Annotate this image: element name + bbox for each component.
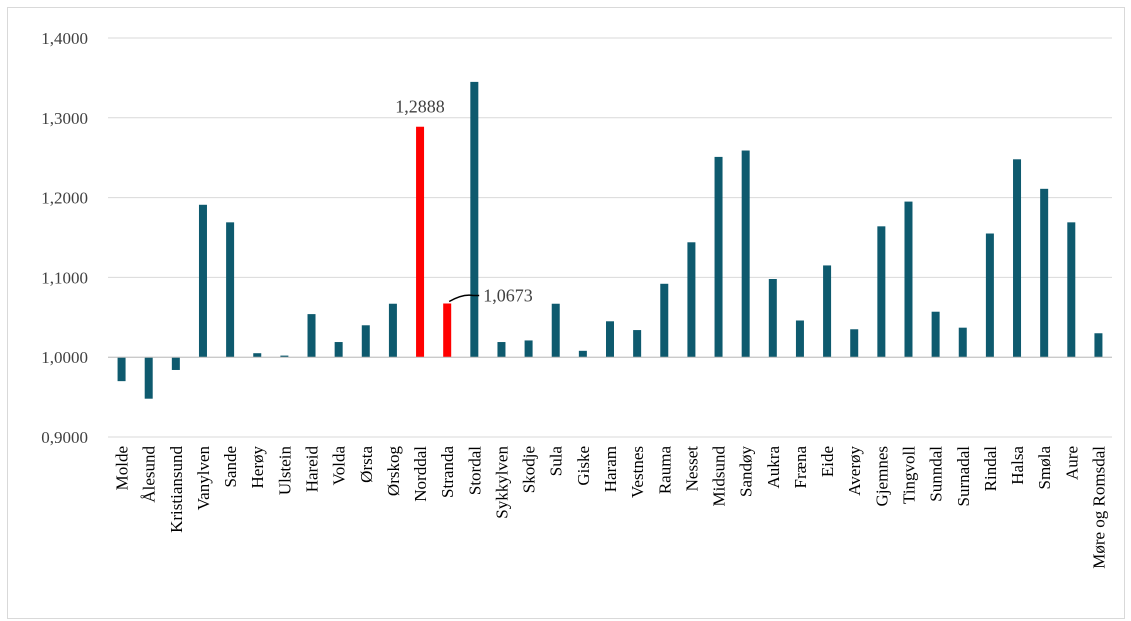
category-label: Averøy [845, 446, 864, 496]
category-label: Stranda [438, 446, 457, 498]
leader-line [448, 294, 480, 303]
bar-averøy [850, 329, 859, 358]
bar-volda [334, 342, 343, 358]
category-label: Norddal [411, 446, 430, 502]
category-label: Gjemnes [872, 446, 891, 506]
data-label: 1,2888 [395, 97, 445, 117]
category-label: Eide [818, 446, 837, 477]
category-label: Fræna [791, 446, 810, 489]
bar-herøy [253, 353, 262, 358]
category-label: Møre og Romsdal [1089, 446, 1108, 569]
bar-sandøy [741, 150, 750, 358]
y-tick-label: 1,1000 [41, 268, 88, 287]
category-label: Vestnes [628, 446, 647, 498]
bar-møre-og-romsdal [1094, 333, 1103, 358]
category-label: Sande [221, 446, 240, 488]
bar-nesset [687, 242, 696, 358]
category-labels: Molde Ålesund Kristiansund Vanylven Sande Her… [113, 446, 1109, 569]
y-tick-label: 1,4000 [41, 29, 88, 48]
y-tick-label: 0,9000 [41, 428, 88, 447]
bar-sykkylven [497, 342, 506, 358]
bar-sande [226, 222, 235, 358]
bar-tingvoll [904, 201, 913, 358]
bar-rindal [985, 233, 994, 358]
category-label: Vanylven [194, 446, 213, 511]
category-label: Molde [113, 446, 132, 490]
category-label: Skodje [520, 446, 539, 493]
category-label: Ørskog [384, 446, 403, 497]
bar-norddal [416, 126, 425, 358]
category-label: Tingvoll [899, 446, 918, 504]
y-tick-label: 1,2000 [41, 189, 88, 208]
bars [117, 81, 1103, 399]
bar-molde [117, 357, 126, 382]
category-label: Sunndal [927, 446, 946, 502]
bar-surnadal [958, 327, 967, 358]
bar-vestnes [633, 330, 642, 358]
category-label: Midsund [710, 446, 729, 507]
category-label: Aure [1062, 446, 1081, 480]
y-tick-label: 1,0000 [41, 348, 88, 367]
bar-vanylven [198, 204, 207, 358]
bar-stranda [443, 303, 452, 358]
bar-sunndal [931, 311, 940, 358]
bar-fræna [795, 320, 804, 358]
bar-aukra [768, 278, 777, 358]
category-label: Sula [547, 446, 566, 477]
bar-kristiansund [171, 357, 180, 370]
category-label: Smøla [1035, 446, 1054, 490]
bar-ulstein [280, 355, 289, 358]
bar-gjemnes [877, 226, 886, 358]
category-label: Halsa [1008, 446, 1027, 485]
bar-smøla [1040, 188, 1049, 358]
bar-sula [551, 303, 560, 358]
data-label: 1,0673 [483, 285, 533, 305]
y-tick-label: 1,3000 [41, 109, 88, 128]
category-label: Giske [574, 446, 593, 486]
bar-aure [1067, 222, 1076, 358]
category-label: Rindal [981, 446, 1000, 492]
category-label: Ulstein [275, 446, 294, 496]
category-label: Sandøy [737, 446, 756, 498]
y-axis-tick-labels: 0,9000 1,0000 1,1000 1,2000 1,3000 1,4000 [41, 29, 88, 447]
data-labels: 1,2888 1,0673 [395, 97, 532, 306]
category-label: Volda [330, 446, 349, 486]
category-label: Stordal [465, 446, 484, 495]
category-label: Haram [601, 446, 620, 492]
category-label: Herøy [248, 446, 267, 489]
category-label: Ålesund [140, 446, 159, 503]
category-label: Kristiansund [167, 446, 186, 533]
category-label: Sykkylven [492, 446, 511, 519]
bar-stordal [470, 81, 479, 358]
bar-halsa [1013, 159, 1022, 358]
bar-haram [606, 321, 614, 358]
bar-hareid [307, 314, 316, 358]
gridlines [108, 37, 1112, 438]
bar-midsund [714, 156, 723, 358]
bar-giske [578, 350, 587, 358]
bar-ålesund [144, 357, 153, 399]
bar-ørskog [388, 303, 397, 358]
bar-ørsta [361, 325, 370, 358]
category-label: Surnadal [954, 446, 973, 507]
category-label: Rauma [655, 446, 674, 495]
bar-rauma [660, 283, 669, 358]
bar-eide [823, 265, 832, 358]
category-label: Aukra [764, 446, 783, 489]
bar-skodje [524, 340, 533, 358]
category-label: Nesset [682, 446, 701, 492]
category-label: Ørsta [357, 446, 376, 483]
category-label: Hareid [303, 446, 322, 493]
